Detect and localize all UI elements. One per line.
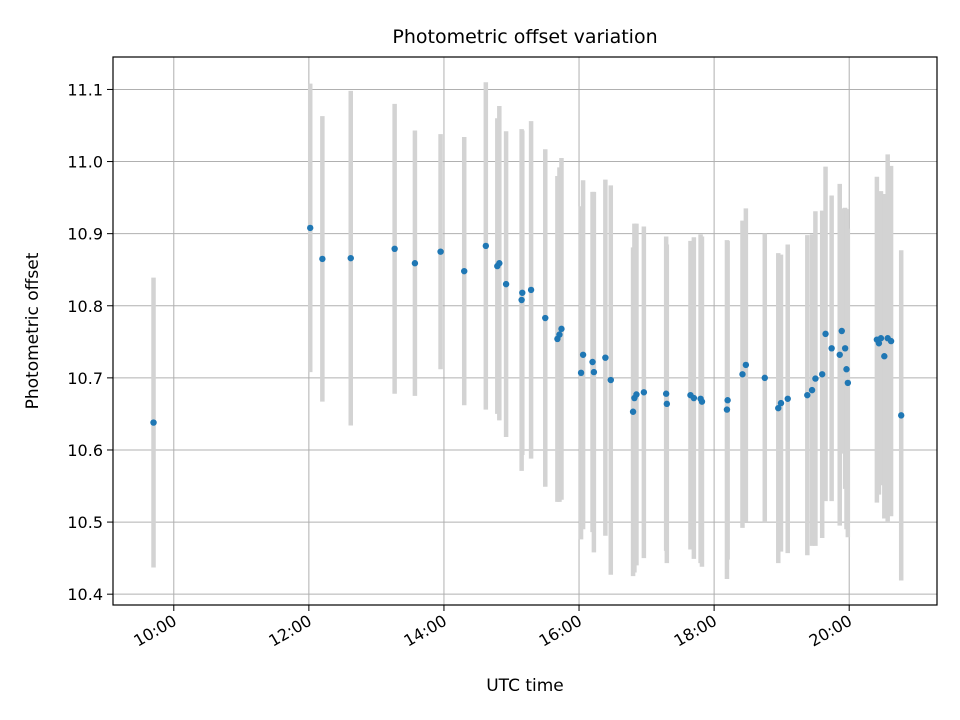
- data-point: [602, 354, 609, 361]
- data-point: [391, 245, 398, 252]
- data-point: [690, 394, 698, 402]
- data-point: [822, 330, 829, 338]
- data-point: [629, 408, 637, 415]
- data-point: [558, 325, 565, 333]
- data-point: [589, 358, 596, 366]
- data-point: [777, 399, 785, 407]
- data-point: [804, 391, 811, 399]
- data-point: [698, 398, 706, 405]
- data-point: [579, 351, 587, 358]
- y-tick-label: 10.4: [67, 585, 103, 604]
- x-axis-label: UTC time: [486, 676, 564, 696]
- y-axis-ticks: 10.4 10.5 10.6 10.7 10.8 10.9 11.0 11.1: [67, 80, 113, 604]
- grid-lines: [113, 57, 937, 605]
- data-point: [812, 375, 819, 382]
- chart-title: Photometric offset variation: [392, 26, 657, 48]
- data-point: [319, 255, 326, 263]
- data-point: [724, 397, 731, 404]
- data-point: [347, 254, 354, 262]
- y-tick-label: 10.9: [67, 225, 103, 244]
- data-point: [663, 400, 671, 408]
- data-point: [875, 340, 883, 347]
- data-point: [887, 337, 895, 345]
- data-point: [150, 419, 157, 426]
- data-point: [590, 368, 598, 376]
- data-point: [784, 395, 791, 402]
- data-point: [461, 267, 468, 275]
- data-points: [150, 224, 905, 426]
- data-point: [542, 314, 549, 322]
- data-point: [742, 361, 750, 369]
- data-point: [482, 242, 490, 250]
- data-point: [662, 390, 670, 397]
- data-point: [607, 376, 614, 384]
- data-point: [307, 224, 314, 232]
- data-point: [411, 260, 419, 267]
- data-point: [527, 286, 535, 294]
- data-point: [818, 371, 826, 378]
- y-tick-label: 10.6: [67, 441, 103, 460]
- data-point: [633, 391, 640, 398]
- data-point: [844, 379, 852, 387]
- data-point: [640, 389, 648, 396]
- data-point: [761, 374, 768, 382]
- data-point: [556, 331, 563, 338]
- data-point: [519, 289, 526, 296]
- data-point: [841, 345, 849, 352]
- data-point: [828, 345, 835, 352]
- y-tick-label: 10.8: [67, 297, 103, 316]
- data-point: [838, 327, 845, 335]
- data-point: [843, 366, 850, 373]
- data-point: [739, 371, 746, 378]
- data-point: [723, 406, 731, 413]
- data-point: [577, 369, 585, 377]
- data-point: [881, 353, 888, 360]
- data-point: [775, 404, 782, 412]
- y-tick-label: 10.7: [67, 369, 103, 388]
- data-point: [836, 351, 843, 358]
- plot-frame: [112, 56, 938, 606]
- y-tick-label: 11.0: [67, 153, 103, 172]
- data-point: [877, 335, 885, 342]
- data-point: [496, 260, 503, 267]
- data-point: [437, 248, 444, 255]
- data-point: [898, 412, 905, 419]
- y-axis-label: Photometric offset: [23, 252, 43, 409]
- data-point: [518, 296, 525, 304]
- data-point: [808, 386, 816, 394]
- data-point: [502, 280, 510, 288]
- y-tick-label: 11.1: [67, 80, 103, 99]
- y-tick-label: 10.5: [67, 513, 103, 532]
